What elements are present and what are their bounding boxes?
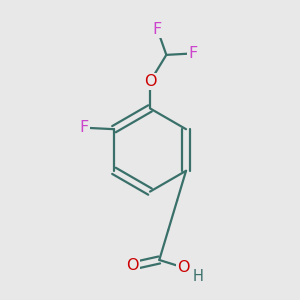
Text: F: F bbox=[188, 46, 198, 61]
Text: O: O bbox=[144, 74, 156, 89]
Text: O: O bbox=[177, 260, 189, 275]
Text: F: F bbox=[80, 120, 89, 135]
Text: H: H bbox=[193, 269, 203, 284]
Text: O: O bbox=[126, 258, 139, 273]
Text: F: F bbox=[153, 22, 162, 37]
